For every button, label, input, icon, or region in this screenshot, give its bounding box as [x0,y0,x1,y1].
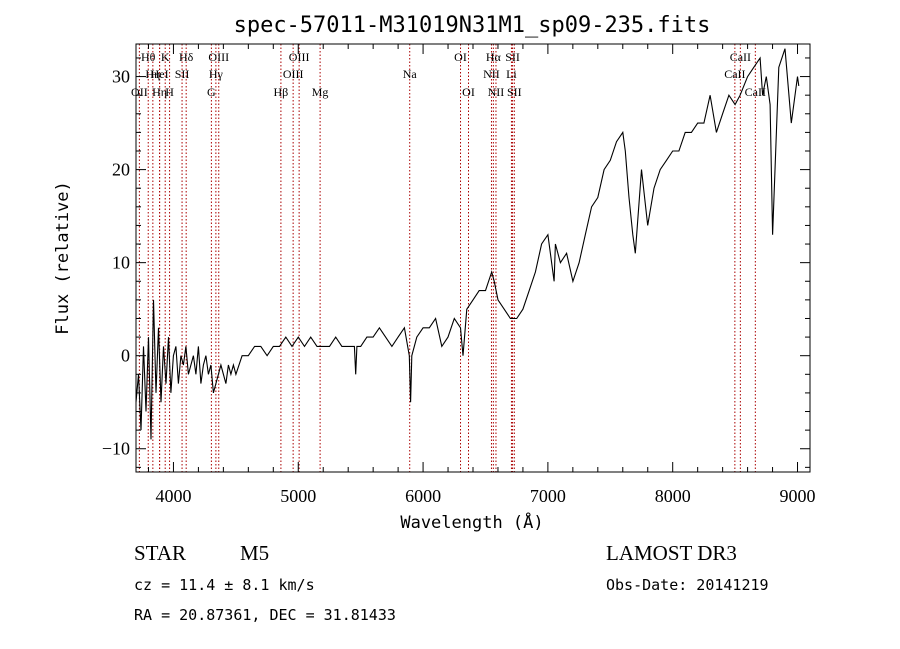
object-class-label: STAR [134,541,186,565]
chart-title: spec-57011-M31019N31M1_sp09-235.fits [234,13,711,38]
line-label-12: OIII [289,50,310,64]
x-axis-ticks: 4000 5000 6000 7000 8000 9000 [147,44,816,506]
y-tick-label-1: 0 [121,346,130,366]
redshift-label: cz = 11.4 ± 8.1 km/s [134,576,315,594]
line-label-11: G [207,85,216,99]
line-label-15: Mg [312,85,329,99]
line-label-10: Hγ [209,67,224,81]
x-tick-label-3: 7000 [530,486,566,506]
line-label-9: OIII [208,50,229,64]
line-label-20: NII [483,67,500,81]
line-label-19: Hα [486,50,502,64]
line-label-26: CaII [724,67,745,81]
y-tick-label-2: 10 [112,253,130,273]
line-label-4: Hη [152,85,167,99]
line-label-13: OIII [283,67,304,81]
line-label-6: H [165,85,174,99]
y-tick-label-0: −10 [102,439,130,459]
x-axis-label: Wavelength (Å) [400,511,543,533]
line-label-23: Li [506,67,517,81]
line-label-17: OI [454,50,467,64]
survey-label: LAMOST DR3 [606,541,737,565]
y-tick-label-3: 20 [112,160,130,180]
x-tick-label-5: 9000 [780,486,816,506]
line-label-3: HeI [151,67,169,81]
line-label-2: Hη [145,67,160,81]
line-label-16: Na [403,67,418,81]
x-tick-label-1: 5000 [280,486,316,506]
line-label-22: SII [505,50,520,64]
y-axis-label: Flux (relative) [53,181,73,335]
line-label-25: CaII [730,50,751,64]
line-label-14: Hβ [274,85,289,99]
line-label-1: OII [131,85,148,99]
line-label-27: CaII [745,85,766,99]
x-tick-label-0: 4000 [155,486,191,506]
subclass-label: M5 [240,541,269,565]
spectral-line-markers [138,44,756,472]
obs-date-label: Obs-Date: 20141219 [606,576,769,594]
line-label-5: K [161,50,170,64]
line-label-24: SII [507,85,522,99]
y-tick-label-4: 30 [112,67,130,87]
line-label-8: Hδ [179,50,194,64]
x-tick-label-2: 6000 [405,486,441,506]
line-label-18: OI [462,85,475,99]
line-label-7: SII [175,67,190,81]
plot-frame [135,43,811,473]
x-tick-label-4: 8000 [655,486,691,506]
coordinates-label: RA = 20.87361, DEC = 31.81433 [134,606,396,624]
line-label-0: Hθ [141,50,156,64]
y-axis-ticks: −10 0 10 20 30 [102,57,810,468]
line-label-21: NII [488,85,505,99]
spectrum-series-line [135,48,800,440]
